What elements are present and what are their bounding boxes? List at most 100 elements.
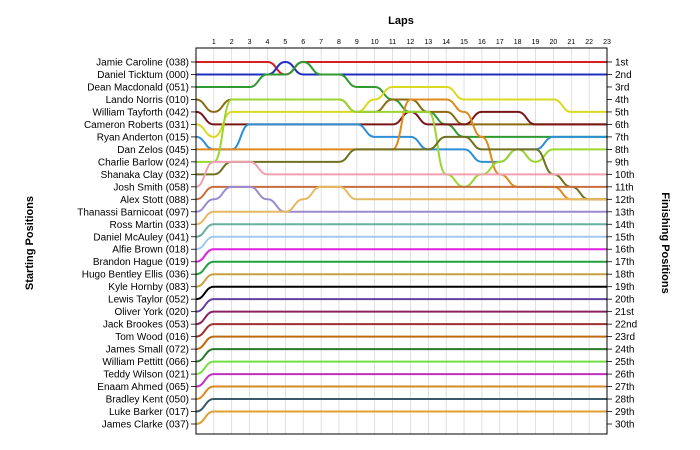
driver-line	[195, 373, 607, 388]
finishing-label: 26th	[615, 370, 634, 381]
finishing-label: 10th	[615, 170, 634, 181]
starting-label: Teddy Wilson (021)	[103, 370, 189, 381]
starting-label: Jack Brookes (053)	[103, 320, 189, 331]
starting-label: Charlie Barlow (024)	[98, 157, 189, 168]
finishing-label: 29th	[615, 407, 634, 418]
starting-label: Shanaka Clay (032)	[101, 170, 189, 181]
starting-label: Daniel McAuley (041)	[93, 232, 189, 243]
driver-line	[195, 360, 607, 376]
starting-labels: Jamie Caroline (038)Daniel Ticktum (000)…	[77, 58, 196, 431]
finishing-label: 12th	[615, 195, 634, 206]
lap-tick-label: 6	[301, 39, 305, 46]
driver-line	[195, 323, 607, 338]
finishing-label: 1st	[615, 58, 629, 69]
starting-label: Brandon Hague (019)	[93, 257, 189, 268]
finishing-label: 4th	[615, 95, 629, 106]
lap-tick-label: 20	[549, 39, 557, 46]
lap-tick-label: 4	[266, 39, 270, 46]
lap-tick-label: 9	[355, 39, 359, 46]
finishing-label: 18th	[615, 270, 634, 281]
starting-label: Luke Barker (017)	[109, 407, 189, 418]
driver-line	[195, 60, 607, 138]
finishing-label: 17th	[615, 257, 634, 268]
starting-label: Dan Zelos (045)	[117, 145, 189, 156]
driver-line	[195, 260, 607, 276]
driver-line	[195, 85, 607, 138]
driver-lines	[195, 60, 607, 425]
starting-label: Ryan Anderton (015)	[97, 132, 189, 143]
starting-label: Enaam Ahmed (065)	[97, 382, 189, 393]
y-axis-title-left: Starting Positions	[24, 196, 36, 290]
lap-tick-label: 15	[460, 39, 468, 46]
finishing-labels: 1st2nd3rd4th5th6th7th8th9th10th11th12th1…	[607, 58, 637, 431]
finishing-label: 16th	[615, 245, 634, 256]
starting-label: Ross Martin (033)	[110, 220, 189, 231]
finishing-label: 8th	[615, 145, 629, 156]
driver-line	[195, 398, 607, 413]
y-axis-title-right: Finishing Positions	[659, 192, 671, 293]
driver-line	[196, 61, 607, 76]
driver-line	[195, 385, 607, 401]
driver-line	[195, 135, 607, 201]
finishing-label: 2nd	[615, 70, 632, 81]
starting-label: Cameron Roberts (031)	[84, 120, 189, 131]
finishing-label: 22nd	[615, 320, 637, 331]
starting-label: Jamie Caroline (038)	[96, 58, 189, 69]
lap-tick-label: 7	[319, 39, 323, 46]
starting-label: Kyle Hornby (083)	[108, 282, 189, 293]
finishing-label: 6th	[615, 120, 629, 131]
driver-line	[195, 223, 607, 238]
lap-tick-label: 23	[603, 39, 611, 46]
starting-label: Alfie Brown (018)	[112, 245, 189, 256]
finishing-label: 28th	[615, 395, 634, 406]
finishing-label: 20th	[615, 295, 634, 306]
finishing-label: 3rd	[615, 82, 629, 93]
driver-line	[196, 60, 607, 76]
driver-line	[195, 348, 607, 363]
lap-ticks: 1 2 3 4 5 6 7 8 9 10 11 12 13 14 15 16 17 18 19 20 21 22 23	[212, 39, 611, 46]
starting-label: Thanassi Barnicoat (097)	[77, 207, 189, 218]
lap-tick-label: 13	[424, 39, 432, 46]
finishing-label: 23rd	[615, 332, 635, 343]
driver-line	[195, 185, 607, 201]
lap-tick-label: 22	[585, 39, 593, 46]
lap-tick-label: 2	[230, 39, 234, 46]
driver-line	[195, 160, 607, 188]
starting-label: William Tayforth (042)	[92, 107, 189, 118]
starting-label: William Pettitt (066)	[102, 357, 189, 368]
driver-line	[195, 335, 607, 351]
driver-line	[195, 123, 607, 163]
finishing-label: 7th	[615, 132, 629, 143]
starting-label: James Clarke (037)	[102, 420, 189, 431]
x-axis-title: Laps	[388, 15, 414, 27]
finishing-label: 13th	[615, 207, 634, 218]
lap-tick-label: 14	[442, 39, 450, 46]
finishing-label: 19th	[615, 282, 634, 293]
starting-label: Alex Stott (088)	[120, 195, 189, 206]
lap-tick-label: 1	[212, 39, 216, 46]
lap-tick-label: 8	[337, 39, 341, 46]
driver-line	[195, 273, 607, 288]
lap-tick-label: 19	[532, 39, 540, 46]
finishing-label: 25th	[615, 357, 634, 368]
finishing-label: 15th	[615, 232, 634, 243]
starting-label: James Small (072)	[106, 345, 189, 356]
finishing-label: 27th	[615, 382, 634, 393]
lap-tick-label: 5	[283, 39, 287, 46]
driver-line	[195, 185, 607, 213]
driver-line	[195, 98, 607, 188]
lap-tick-label: 12	[407, 39, 415, 46]
driver-line	[195, 248, 607, 263]
lap-tick-label: 11	[389, 39, 396, 46]
lap-tick-label: 18	[514, 39, 522, 46]
lap-tick-label: 16	[478, 39, 486, 46]
lap-tick-label: 10	[371, 39, 379, 46]
finishing-label: 24th	[615, 345, 634, 356]
driver-line	[195, 310, 607, 326]
lap-tick-label: 3	[248, 39, 252, 46]
starting-label: Dean Macdonald (051)	[87, 82, 189, 93]
starting-label: Lewis Taylor (052)	[108, 295, 189, 306]
starting-label: Josh Smith (058)	[113, 182, 189, 193]
lap-tick-label: 21	[567, 39, 575, 46]
